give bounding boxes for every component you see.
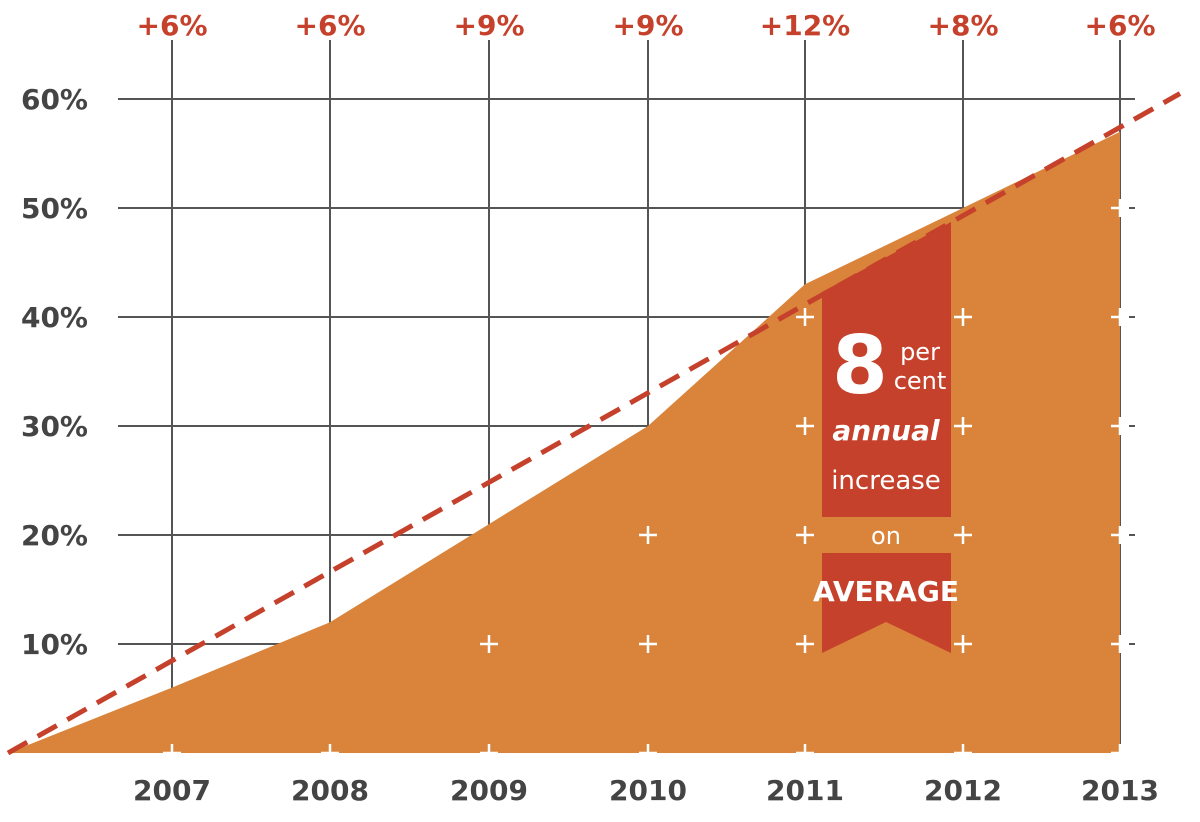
badge-big-number: 8 xyxy=(832,319,888,412)
plus-marker xyxy=(954,635,972,653)
trend-line xyxy=(6,91,1182,756)
grid-plus-markers xyxy=(163,199,1129,762)
x-tick-label: 2013 xyxy=(1081,774,1159,807)
badge-top-ribbon xyxy=(822,222,951,517)
plus-marker xyxy=(796,744,814,762)
x-tick-label: 2011 xyxy=(766,774,844,807)
plus-marker xyxy=(1111,526,1129,544)
plus-marker xyxy=(1111,417,1129,435)
plus-marker xyxy=(639,744,657,762)
badge-annual: annual xyxy=(832,414,940,447)
badge-increase: increase xyxy=(831,466,941,496)
y-tick-label: 50% xyxy=(21,192,88,225)
y-tick-label: 10% xyxy=(21,628,88,661)
x-tick-label: 2010 xyxy=(609,774,687,807)
plus-marker xyxy=(639,526,657,544)
plus-marker xyxy=(796,417,814,435)
trend-line-layer xyxy=(6,91,1182,756)
x-tick-label: 2012 xyxy=(924,774,1002,807)
plus-marker xyxy=(1111,635,1129,653)
y-tick-label: 40% xyxy=(21,301,88,334)
annual-increase-label: +6% xyxy=(137,9,208,42)
plus-marker xyxy=(796,526,814,544)
y-tick-label: 30% xyxy=(21,410,88,443)
annual-increase-label: +9% xyxy=(613,9,684,42)
badge-average: AVERAGE xyxy=(813,575,959,608)
plus-marker xyxy=(796,308,814,326)
plus-marker xyxy=(1111,744,1129,762)
annual-increase-label: +9% xyxy=(454,9,525,42)
plus-marker xyxy=(321,744,339,762)
annual-increase-label: +12% xyxy=(760,9,850,42)
plus-marker xyxy=(954,526,972,544)
badge-per: per xyxy=(900,338,940,366)
annual-increase-label: +6% xyxy=(295,9,366,42)
average-increase-badge: 8 per cent annual increase on AVERAGE xyxy=(813,222,959,653)
plus-marker xyxy=(480,635,498,653)
x-tick-label: 2007 xyxy=(133,774,211,807)
plus-marker xyxy=(796,635,814,653)
badge-cent: cent xyxy=(894,367,947,395)
plus-marker xyxy=(163,744,181,762)
plus-marker xyxy=(1111,199,1129,217)
x-axis-ticks: 2007 2008 2009 2010 2011 2012 2013 xyxy=(133,774,1159,807)
y-axis-ticks: 10% 20% 30% 40% 50% 60% xyxy=(21,83,88,661)
annual-increase-labels: +6% +6% +9% +9% +12% +8% +6% xyxy=(137,9,1156,42)
plus-marker xyxy=(639,635,657,653)
plus-marker xyxy=(954,744,972,762)
y-tick-label: 20% xyxy=(21,519,88,552)
x-tick-label: 2008 xyxy=(291,774,369,807)
x-tick-label: 2009 xyxy=(450,774,528,807)
plus-marker xyxy=(954,308,972,326)
plus-marker xyxy=(954,417,972,435)
annual-increase-label: +6% xyxy=(1085,9,1156,42)
annual-increase-label: +8% xyxy=(928,9,999,42)
badge-on: on xyxy=(871,522,901,550)
badge-bottom-ribbon xyxy=(822,553,951,653)
plus-marker xyxy=(1111,308,1129,326)
plus-marker xyxy=(480,744,498,762)
y-tick-label: 60% xyxy=(21,83,88,116)
